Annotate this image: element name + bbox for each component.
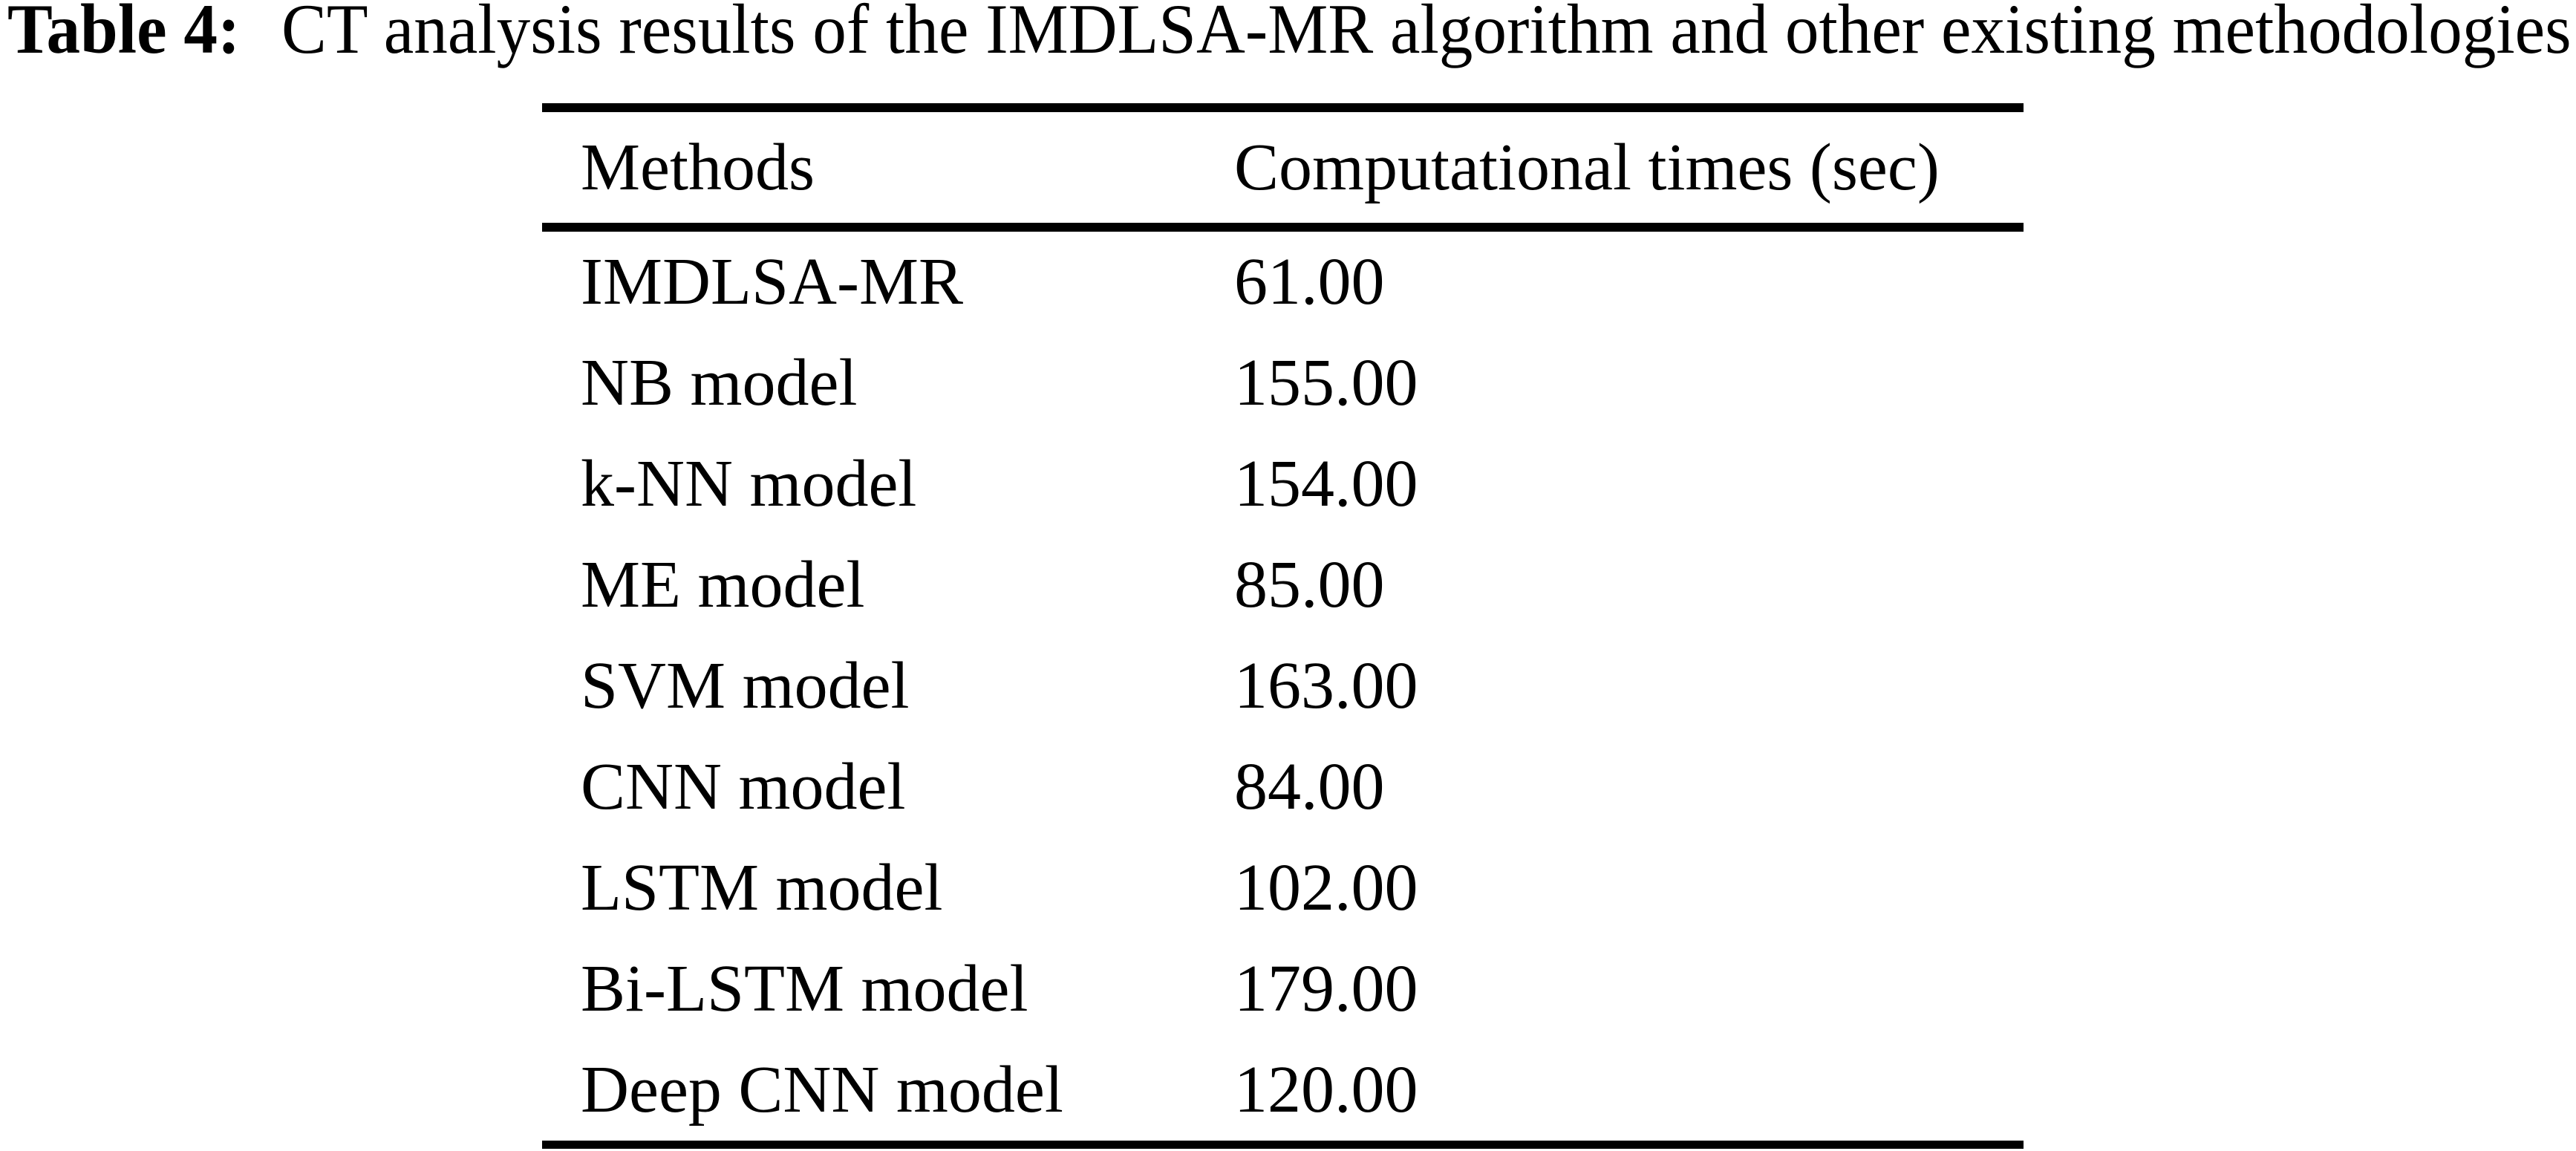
method-cell: k-NN model [581,447,917,521]
method-cell: ME model [581,548,865,622]
table-caption: Table 4: CT analysis results of the IMDLS… [7,0,2572,65]
table-top-rule [542,103,2024,112]
method-cell: Deep CNN model [581,1053,1063,1126]
time-cell: 61.00 [1234,245,1385,319]
method-cell: IMDLSA-MR [581,245,964,319]
method-cell: SVM model [581,649,910,723]
table-header-row: Methods Computational times (sec) [542,112,2024,223]
method-cell: CNN model [581,750,906,824]
table-row: CNN model 84.00 [542,737,2024,838]
time-cell: 85.00 [1234,548,1385,622]
time-cell: 120.00 [1234,1053,1418,1126]
time-cell: 102.00 [1234,851,1418,925]
table-caption-label: Table 4: [7,0,241,68]
method-cell: Bi-LSTM model [581,952,1028,1026]
time-cell: 154.00 [1234,447,1418,521]
table-row: Deep CNN model 120.00 [542,1040,2024,1141]
table-row: k-NN model 154.00 [542,434,2024,535]
time-cell: 163.00 [1234,649,1418,723]
column-header-methods: Methods [581,130,815,204]
time-cell: 84.00 [1234,750,1385,824]
table-row: SVM model 163.00 [542,636,2024,737]
ct-analysis-table: Methods Computational times (sec) IMDLSA… [542,103,2024,1149]
table-row: LSTM model 102.00 [542,838,2024,939]
table-bottom-rule [542,1141,2024,1149]
table-caption-text: CT analysis results of the IMDLSA-MR alg… [281,0,2572,68]
column-header-computational-times: Computational times (sec) [1234,130,1940,204]
method-cell: LSTM model [581,851,943,925]
method-cell: NB model [581,346,858,420]
table-row: IMDLSA-MR 61.00 [542,232,2024,333]
table-row: Bi-LSTM model 179.00 [542,939,2024,1040]
time-cell: 155.00 [1234,346,1418,420]
table-header-rule [542,223,2024,232]
time-cell: 179.00 [1234,952,1418,1026]
table-row: ME model 85.00 [542,535,2024,636]
table-body: IMDLSA-MR 61.00 NB model 155.00 k-NN model 15… [542,232,2024,1141]
table-row: NB model 155.00 [542,333,2024,434]
